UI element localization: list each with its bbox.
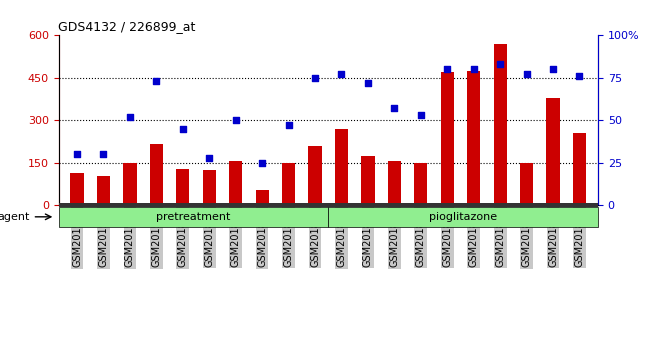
Bar xyxy=(124,163,136,205)
Point xyxy=(151,79,162,84)
Bar xyxy=(388,161,401,205)
Bar xyxy=(255,190,268,205)
Text: GDS4132 / 226899_at: GDS4132 / 226899_at xyxy=(58,20,196,33)
Text: agent: agent xyxy=(0,212,29,222)
Point xyxy=(72,152,82,157)
Point xyxy=(98,152,109,157)
Point xyxy=(548,67,558,72)
Point xyxy=(495,62,505,67)
Bar xyxy=(467,71,480,205)
Point xyxy=(575,73,585,79)
Bar xyxy=(573,133,586,205)
Bar xyxy=(150,144,163,205)
Bar xyxy=(520,163,533,205)
Bar xyxy=(97,176,110,205)
Bar xyxy=(229,161,242,205)
Point xyxy=(336,72,346,77)
Point xyxy=(257,160,267,166)
Bar xyxy=(70,173,84,205)
Bar xyxy=(361,156,374,205)
Point xyxy=(363,80,373,86)
Point xyxy=(283,122,294,128)
Bar xyxy=(414,163,428,205)
Bar xyxy=(547,98,560,205)
Text: pioglitazone: pioglitazone xyxy=(429,212,497,222)
Bar xyxy=(203,170,216,205)
Point xyxy=(125,114,135,120)
Bar xyxy=(308,146,322,205)
Point xyxy=(204,155,214,161)
Bar xyxy=(335,129,348,205)
Point xyxy=(521,72,532,77)
Point xyxy=(389,105,400,111)
Point xyxy=(177,126,188,132)
Bar xyxy=(493,44,507,205)
Point xyxy=(310,75,320,81)
Bar xyxy=(282,163,295,205)
Bar xyxy=(441,72,454,205)
Point xyxy=(415,113,426,118)
Text: pretreatment: pretreatment xyxy=(156,212,231,222)
Point xyxy=(469,67,479,72)
Bar xyxy=(176,169,189,205)
Point xyxy=(231,118,241,123)
Point xyxy=(442,67,452,72)
